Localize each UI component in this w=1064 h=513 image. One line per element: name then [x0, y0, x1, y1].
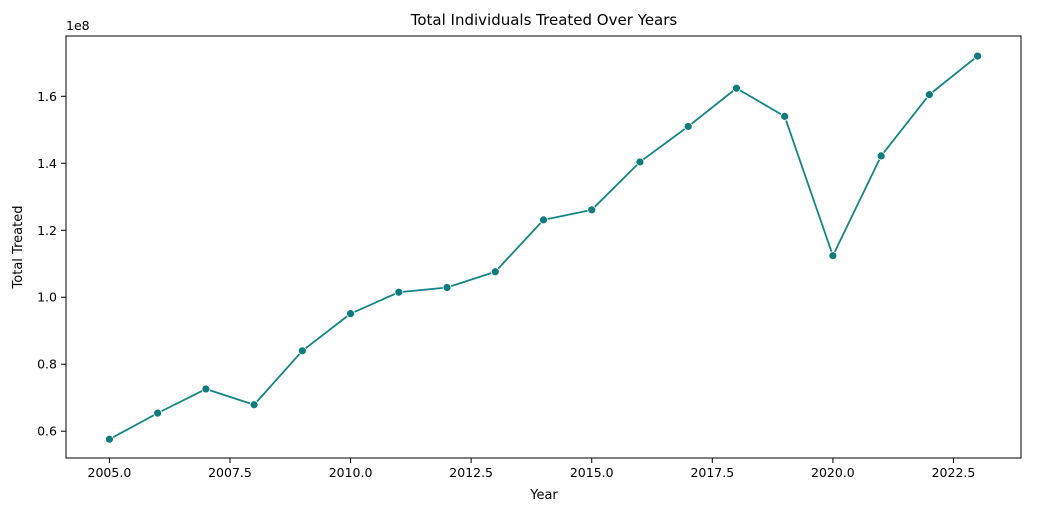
x-tick-label: 2010.0 [329, 465, 373, 480]
data-point [490, 267, 500, 277]
series-line [108, 55, 979, 441]
data-point [394, 287, 404, 297]
plot-area-frame [65, 35, 1022, 459]
data-point [635, 157, 645, 167]
x-axis: 2005.0 2007.5 2010.0 2012.5 2015.0 2017.5 2020… [88, 458, 976, 480]
data-point [780, 111, 790, 121]
y-tick-label: 0.8 [37, 357, 57, 372]
series-layer [105, 51, 982, 444]
x-tick-label: 2012.5 [449, 465, 493, 480]
data-point [346, 309, 355, 319]
data-point [876, 151, 886, 161]
data-point [153, 408, 163, 418]
data-point [539, 215, 548, 225]
y-tick-label: 1.4 [37, 156, 57, 171]
data-point [587, 205, 597, 215]
data-point [105, 434, 114, 444]
y-axis-label: Total Treated [11, 206, 26, 290]
x-tick-label: 2022.5 [932, 465, 976, 480]
x-tick-label: 2005.0 [88, 465, 132, 480]
data-point [297, 346, 307, 356]
y-axis: 0.6 0.8 1.0 1.2 1.4 1.6 [37, 89, 66, 439]
data-point [924, 90, 934, 100]
x-tick-label: 2015.0 [570, 465, 614, 480]
data-point [683, 122, 693, 131]
y-tick-label: 1.2 [37, 223, 57, 238]
x-tick-label: 2007.5 [208, 465, 252, 480]
data-point [442, 283, 452, 292]
x-tick-label: 2020.0 [811, 465, 855, 480]
data-point [201, 384, 211, 394]
data-point [249, 400, 259, 410]
y-tick-label: 0.6 [37, 424, 57, 439]
x-tick-label: 2017.5 [690, 465, 734, 480]
y-tick-label: 1.0 [37, 290, 57, 305]
data-point [973, 51, 982, 61]
chart-title: Total Individuals Treated Over Years [410, 11, 678, 29]
y-axis-offset-label: 1e8 [66, 18, 90, 33]
data-point [828, 251, 838, 261]
x-axis-label: Year [529, 488, 558, 503]
data-point [732, 83, 741, 93]
y-tick-label: 1.6 [37, 89, 57, 104]
